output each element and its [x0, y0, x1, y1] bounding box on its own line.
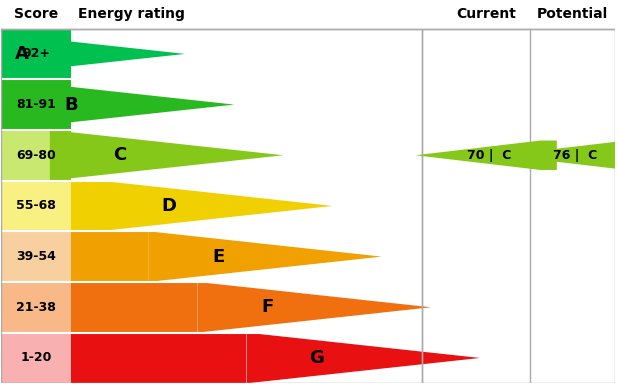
- Text: D: D: [161, 197, 177, 215]
- Polygon shape: [0, 28, 185, 79]
- Bar: [1, 180, 71, 231]
- Text: 92+: 92+: [22, 47, 50, 60]
- Bar: [50, 130, 71, 180]
- Polygon shape: [148, 231, 382, 282]
- Text: 1-20: 1-20: [20, 351, 52, 364]
- Bar: [71, 282, 197, 333]
- Bar: [71, 231, 148, 282]
- Polygon shape: [247, 333, 480, 383]
- Bar: [1, 28, 421, 383]
- Polygon shape: [99, 180, 332, 231]
- Text: C: C: [113, 146, 127, 164]
- Polygon shape: [502, 141, 618, 170]
- Text: 76 |  C: 76 | C: [553, 149, 598, 162]
- Bar: [1, 333, 71, 383]
- Text: Energy rating: Energy rating: [77, 7, 184, 22]
- Bar: [1, 130, 71, 180]
- Text: B: B: [64, 96, 78, 114]
- Bar: [1, 79, 71, 130]
- Text: 70 |  C: 70 | C: [467, 149, 512, 162]
- Polygon shape: [197, 282, 431, 333]
- Polygon shape: [1, 79, 234, 130]
- Bar: [421, 28, 615, 383]
- Text: G: G: [309, 349, 324, 367]
- Text: 81-91: 81-91: [16, 98, 56, 111]
- Bar: [71, 333, 247, 383]
- Text: F: F: [261, 298, 274, 316]
- Bar: [1, 282, 71, 333]
- Polygon shape: [50, 130, 284, 180]
- Text: 21-38: 21-38: [16, 301, 56, 314]
- Bar: [0, 28, 71, 79]
- Text: 69-80: 69-80: [16, 149, 56, 162]
- Text: Current: Current: [456, 7, 516, 22]
- Text: A: A: [15, 45, 28, 63]
- Bar: [1, 79, 71, 130]
- Bar: [1, 231, 71, 282]
- Text: 39-54: 39-54: [16, 250, 56, 263]
- Bar: [1, 28, 71, 79]
- Text: Score: Score: [14, 7, 58, 22]
- Bar: [71, 180, 99, 231]
- Polygon shape: [415, 141, 557, 170]
- Text: Potential: Potential: [536, 7, 608, 22]
- Text: E: E: [212, 248, 224, 266]
- Text: 55-68: 55-68: [16, 199, 56, 212]
